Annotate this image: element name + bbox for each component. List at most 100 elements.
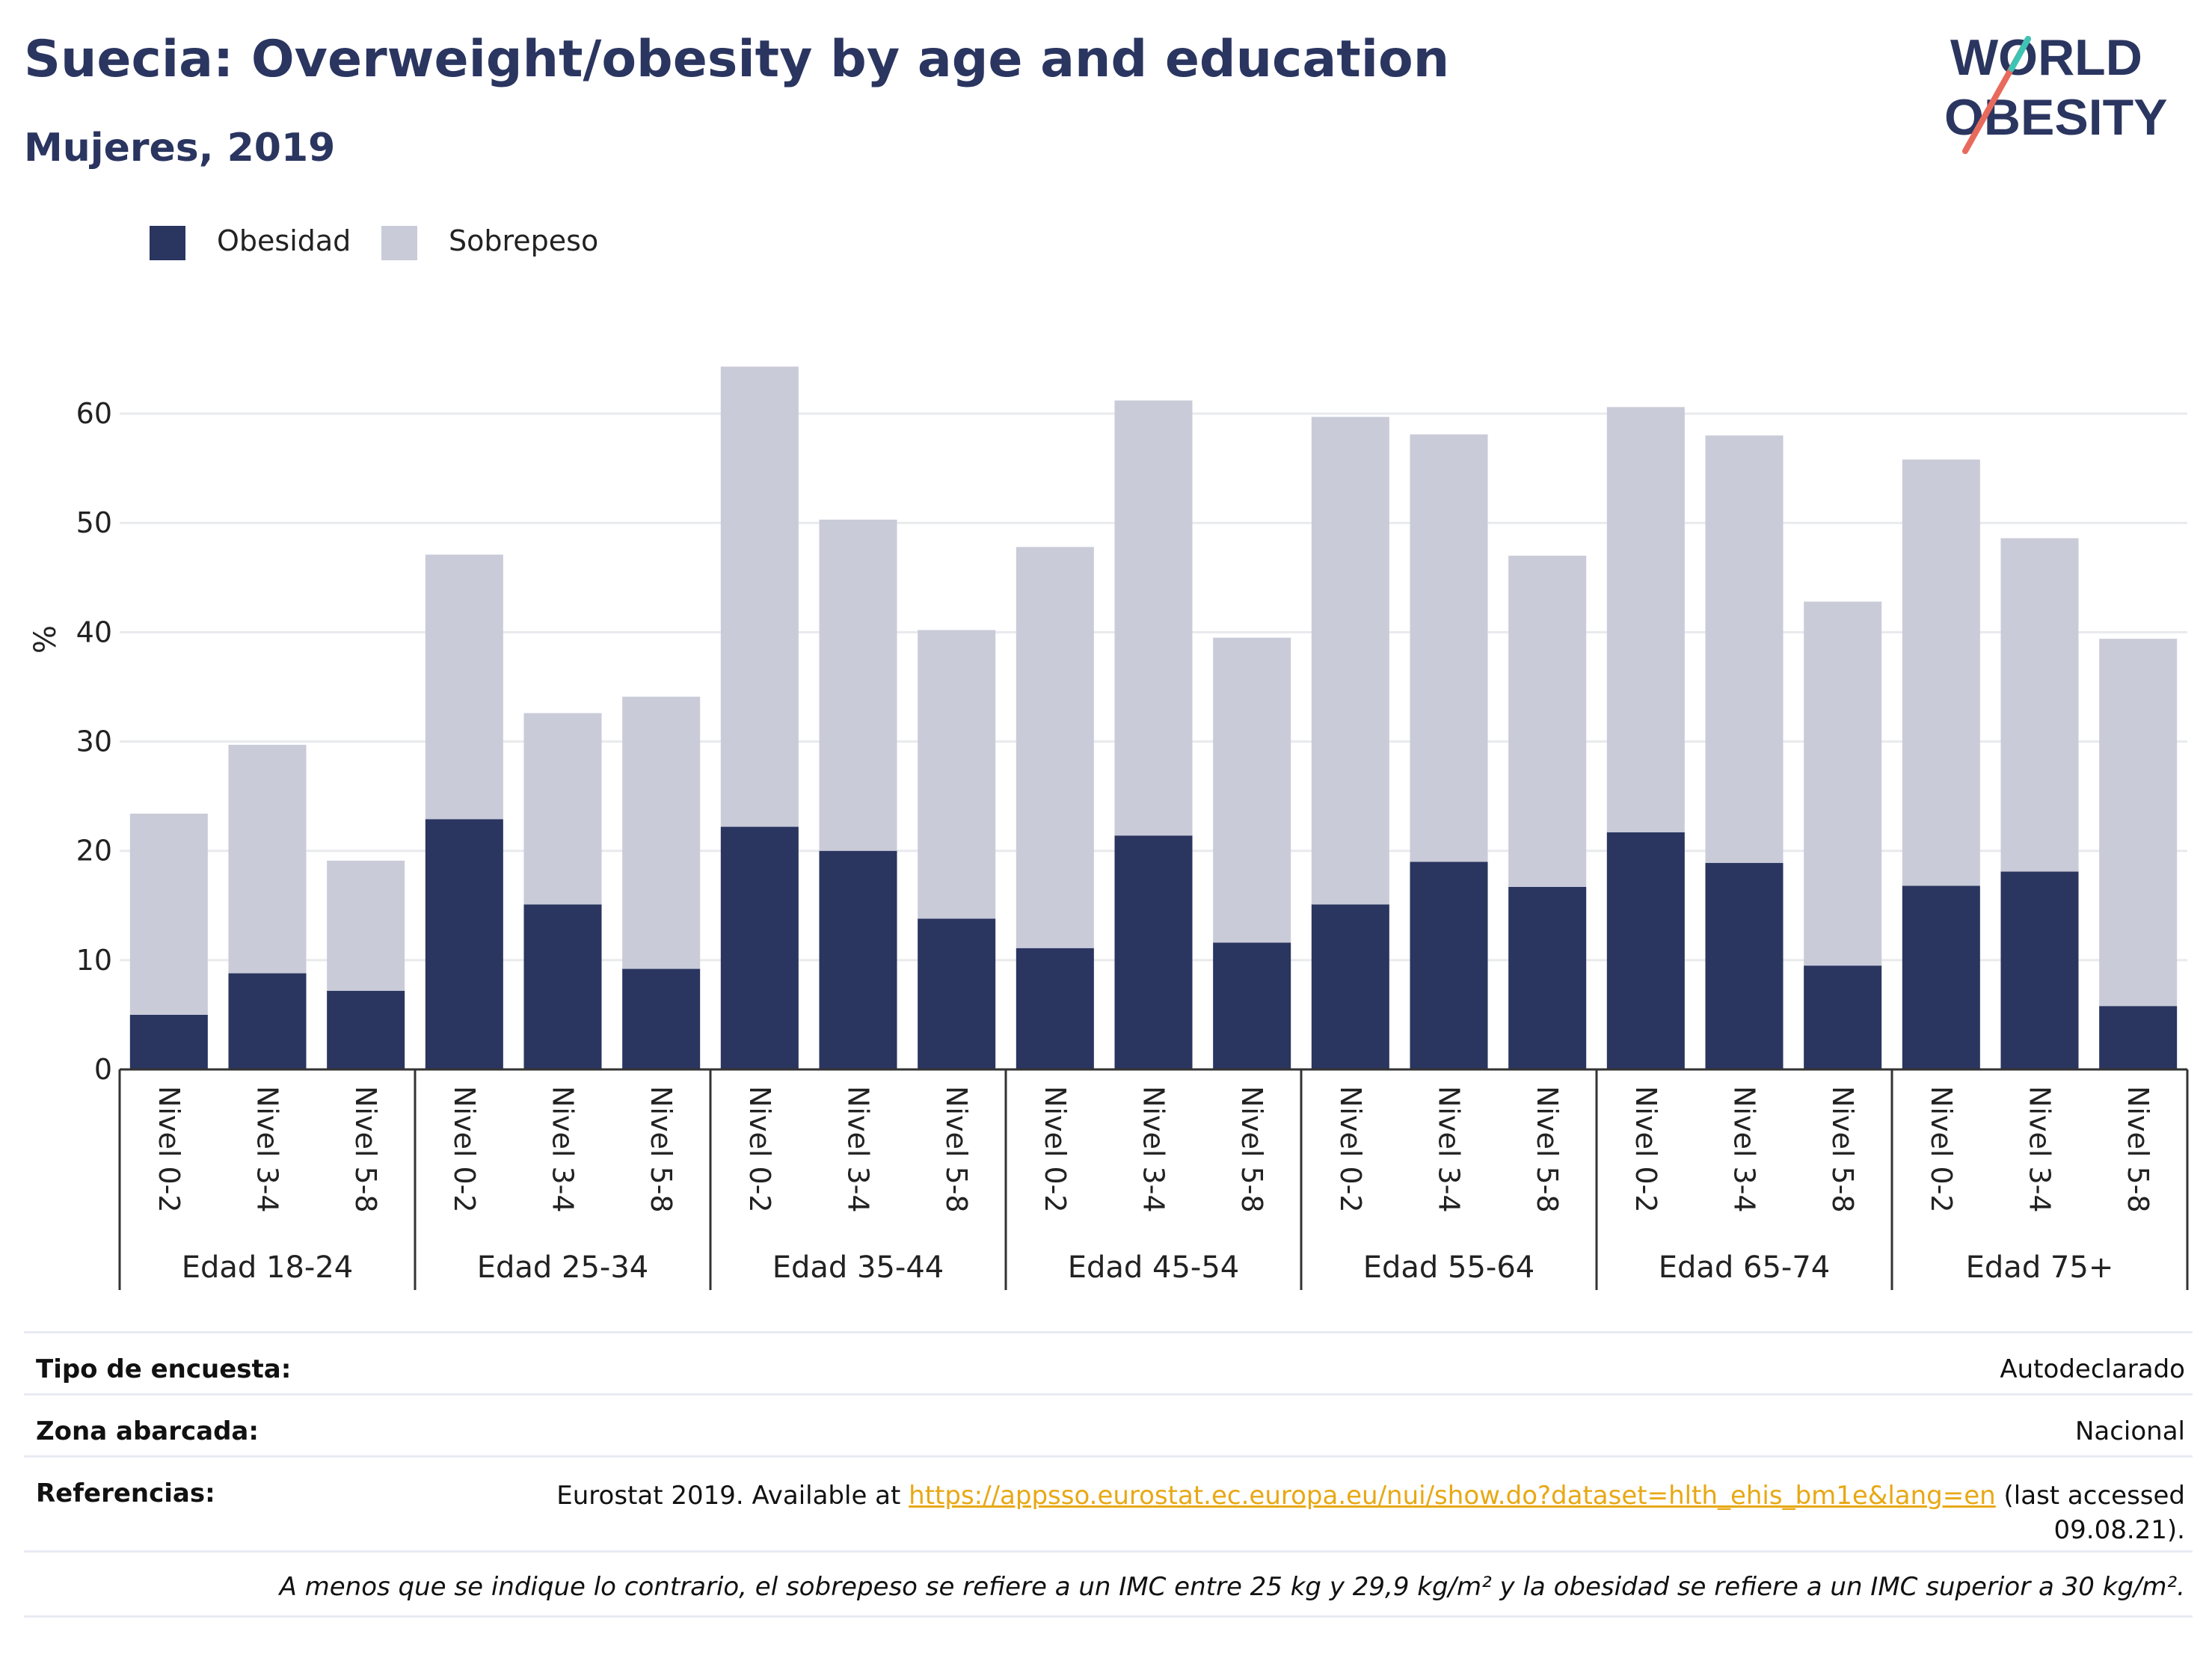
area-label: Zona abarcada: (36, 1416, 259, 1446)
bar-obesidad (1804, 965, 1882, 1069)
area-value: Nacional (2074, 1416, 2185, 1446)
x-tick-label: Nivel 5-8 (349, 1086, 382, 1213)
info-row-area: Zona abarcada: Nacional (24, 1393, 2193, 1455)
bar-obesidad (129, 1014, 208, 1069)
chart-title: Suecia: Overweight/obesity by age and ed… (24, 30, 1450, 89)
definition-note: A menos que se indique lo contrario, el … (279, 1572, 2185, 1602)
legend-swatch-obesidad (150, 226, 185, 260)
references-label: Referencias: (36, 1479, 215, 1508)
bar-obesidad (1213, 942, 1291, 1069)
info-row-references: Referencias: Eurostat 2019. Available at… (24, 1455, 2193, 1550)
info-row-note: A menos que se indique lo contrario, el … (24, 1550, 2193, 1618)
x-tick-label: Nivel 3-4 (1137, 1086, 1170, 1213)
bar-sobrepeso (2000, 538, 2079, 872)
bar-obesidad (228, 973, 307, 1069)
y-tick-label: 40 (76, 615, 112, 648)
group-label: Edad 55-64 (1363, 1250, 1535, 1285)
bar-obesidad (1410, 862, 1488, 1069)
bar-sobrepeso (918, 630, 996, 919)
legend-label-sobrepeso: Sobrepeso (449, 224, 599, 257)
bar-sobrepeso (1508, 556, 1587, 887)
bar-obesidad (2099, 1006, 2178, 1069)
x-tick-label: Nivel 3-4 (1728, 1086, 1761, 1213)
bar-sobrepeso (129, 814, 208, 1015)
bar-sobrepeso (1410, 434, 1488, 862)
bar-obesidad (918, 918, 996, 1069)
y-tick-label: 0 (94, 1053, 112, 1086)
group-label: Edad 45-54 (1068, 1250, 1240, 1285)
bar-obesidad (1016, 948, 1094, 1069)
info-table: Tipo de encuesta: Autodeclarado Zona aba… (24, 1331, 2193, 1618)
x-tick-label: Nivel 0-2 (1039, 1086, 1072, 1213)
bar-obesidad (1606, 832, 1685, 1069)
bar-sobrepeso (1804, 601, 1882, 966)
group-label: Edad 18-24 (182, 1250, 354, 1285)
bar-obesidad (1508, 886, 1587, 1069)
group-label: Edad 75+ (1966, 1250, 2114, 1285)
bar-obesidad (622, 968, 701, 1069)
group-label: Edad 65-74 (1659, 1250, 1831, 1285)
bar-sobrepeso (523, 713, 602, 905)
y-tick-label: 20 (76, 835, 112, 868)
bar-sobrepeso (1902, 459, 1980, 886)
bar-obesidad (425, 819, 503, 1069)
bar-sobrepeso (1606, 407, 1685, 832)
reference-suffix: (last accessed (1995, 1481, 2185, 1511)
bar-sobrepeso (1311, 417, 1389, 905)
bar-sobrepeso (425, 554, 503, 820)
x-tick-label: Nivel 0-2 (448, 1086, 481, 1213)
x-tick-label: Nivel 0-2 (153, 1086, 185, 1213)
x-tick-label: Nivel 0-2 (1925, 1086, 1958, 1213)
logo-line1: WORLD (1950, 29, 2142, 86)
bar-sobrepeso (2099, 639, 2178, 1007)
bar-obesidad (523, 904, 602, 1069)
x-tick-label: Nivel 0-2 (1334, 1086, 1367, 1213)
bar-obesidad (1705, 862, 1784, 1069)
reference-date: 09.08.21). (2053, 1515, 2185, 1545)
bar-obesidad (720, 826, 799, 1069)
survey-type-label: Tipo de encuesta: (36, 1354, 292, 1384)
reference-link[interactable]: https://appsso.eurostat.ec.europa.eu/nui… (909, 1481, 1996, 1511)
legend-label-obesidad: Obesidad (217, 224, 351, 257)
x-tick-label: Nivel 3-4 (251, 1086, 284, 1213)
x-tick-label: Nivel 3-4 (1433, 1086, 1466, 1213)
group-label: Edad 35-44 (772, 1250, 944, 1285)
x-tick-label: Nivel 0-2 (1629, 1086, 1662, 1213)
info-row-survey: Tipo de encuesta: Autodeclarado (24, 1331, 2193, 1393)
x-tick-label: Nivel 3-4 (547, 1086, 580, 1213)
bar-sobrepeso (1016, 547, 1094, 948)
bar-sobrepeso (720, 366, 799, 827)
y-tick-label: 30 (76, 725, 112, 758)
x-tick-label: Nivel 3-4 (842, 1086, 875, 1213)
group-label: Edad 25-34 (477, 1250, 649, 1285)
chart-subtitle: Mujeres, 2019 (24, 126, 336, 171)
bar-obesidad (327, 990, 405, 1069)
bar-obesidad (2000, 871, 2079, 1069)
bar-obesidad (819, 850, 897, 1069)
y-tick-label: 10 (76, 944, 112, 977)
y-tick-label: 50 (76, 506, 112, 539)
x-tick-label: Nivel 5-8 (1235, 1086, 1268, 1213)
bar-sobrepeso (327, 860, 405, 991)
y-tick-label: 60 (76, 397, 112, 430)
bar-obesidad (1311, 904, 1389, 1069)
x-tick-label: Nivel 5-8 (1826, 1086, 1859, 1213)
x-tick-label: Nivel 5-8 (940, 1086, 973, 1213)
bar-obesidad (1114, 835, 1193, 1069)
bar-sobrepeso (1213, 637, 1291, 943)
references-value: Eurostat 2019. Available at https://apps… (556, 1479, 2185, 1547)
reference-prefix: Eurostat 2019. Available at (556, 1481, 909, 1511)
bar-sobrepeso (622, 696, 701, 969)
survey-type-value: Autodeclarado (2000, 1354, 2185, 1384)
world-obesity-logo: WORLD OBESITY (1944, 29, 2168, 154)
x-tick-label: Nivel 3-4 (2024, 1086, 2056, 1213)
bar-sobrepeso (228, 744, 307, 974)
bar-sobrepeso (819, 519, 897, 851)
bar-sobrepeso (1114, 400, 1193, 836)
bar-obesidad (1902, 885, 1980, 1069)
legend-swatch-sobrepeso (381, 226, 417, 260)
x-tick-label: Nivel 5-8 (645, 1086, 678, 1213)
x-tick-label: Nivel 0-2 (743, 1086, 776, 1213)
x-tick-label: Nivel 5-8 (2122, 1086, 2154, 1213)
y-axis-label: % (28, 625, 63, 654)
